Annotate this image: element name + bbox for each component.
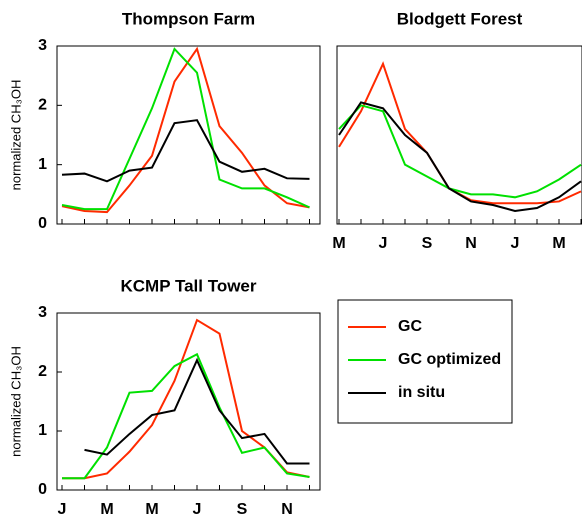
y-tick-label: 0 — [38, 215, 47, 232]
x-tick-label: J — [58, 501, 67, 518]
legend-label: in situ — [398, 384, 445, 401]
series-line — [338, 61, 582, 205]
legend-label: GC — [398, 318, 422, 335]
y-tick-label: 1 — [38, 156, 47, 173]
panel-title: Thompson Farm — [122, 9, 255, 28]
series-line — [61, 119, 310, 183]
plot-frame — [56, 45, 321, 225]
y-tick-label: 3 — [38, 37, 47, 54]
y-axis-label: normalized CH₃OH — [8, 80, 23, 191]
x-tick-label: J — [511, 235, 520, 252]
series-line — [62, 352, 310, 480]
x-tick-label: N — [281, 501, 293, 518]
y-tick-label: 0 — [38, 481, 47, 498]
series-line — [61, 47, 310, 211]
y-tick-label: 2 — [38, 97, 47, 114]
plot-frame — [336, 45, 582, 225]
y-tick-label: 2 — [38, 363, 47, 380]
x-tick-label: M — [332, 235, 345, 252]
series-line — [84, 357, 310, 465]
series-line — [338, 104, 582, 199]
series-line — [62, 318, 310, 480]
x-tick-label: S — [237, 501, 248, 518]
panel-title: KCMP Tall Tower — [120, 276, 256, 295]
y-tick-label: 3 — [38, 304, 47, 321]
x-tick-label: J — [193, 501, 202, 518]
panel-title: Blodgett Forest — [397, 9, 523, 28]
series-line — [338, 101, 582, 212]
x-tick-label: S — [422, 235, 433, 252]
x-tick-label: M — [145, 501, 158, 518]
legend-box — [337, 299, 513, 424]
series-line — [61, 46, 310, 214]
y-tick-label: 1 — [38, 422, 47, 439]
legend-label: GC optimized — [398, 351, 501, 368]
x-tick-label: M — [100, 501, 113, 518]
plot-frame — [56, 312, 321, 491]
x-tick-label: N — [465, 235, 477, 252]
y-axis-label: normalized CH₃OH — [8, 346, 23, 457]
x-tick-label: M — [552, 235, 565, 252]
x-tick-label: J — [379, 235, 388, 252]
